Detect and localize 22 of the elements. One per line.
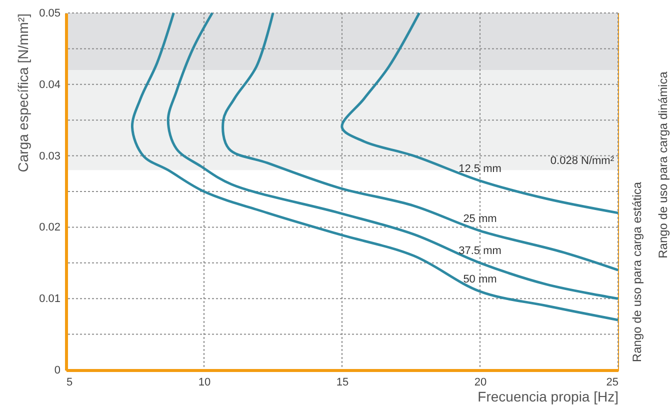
x-axis-title: Frecuencia propia [Hz] (478, 388, 618, 404)
y-tick-label: 0.04 (39, 78, 60, 91)
line-series (222, 12, 620, 272)
series-label: 37.5 mm (458, 244, 502, 257)
text: Rango de uso para carga estática (630, 182, 644, 362)
series-label: 25 mm (463, 212, 497, 225)
x-tick-label: 15 (336, 376, 349, 388)
line-series (340, 12, 620, 214)
text: Rango de uso para carga dinámica (656, 71, 670, 258)
band-label: 0.028 N/mm² (550, 155, 614, 168)
y-axis-title: Carga específica [N/mm²] (15, 14, 32, 172)
x-tick-label: 20 (474, 376, 487, 388)
x-tick-label: 5 (66, 376, 73, 388)
series-label: 12.5 mm (458, 162, 502, 175)
x-tick-label: 10 (198, 376, 211, 388)
y-tick-label: 0.03 (39, 150, 60, 162)
y-tick-label: 0.02 (39, 222, 60, 234)
y-tick-label: 0.05 (39, 8, 60, 20)
y-tick-label: 0 (54, 364, 60, 376)
y-tick-label: 0.01 (39, 293, 60, 306)
x-tick-label: 25 (606, 376, 618, 388)
series-label: 50 mm (463, 273, 497, 286)
